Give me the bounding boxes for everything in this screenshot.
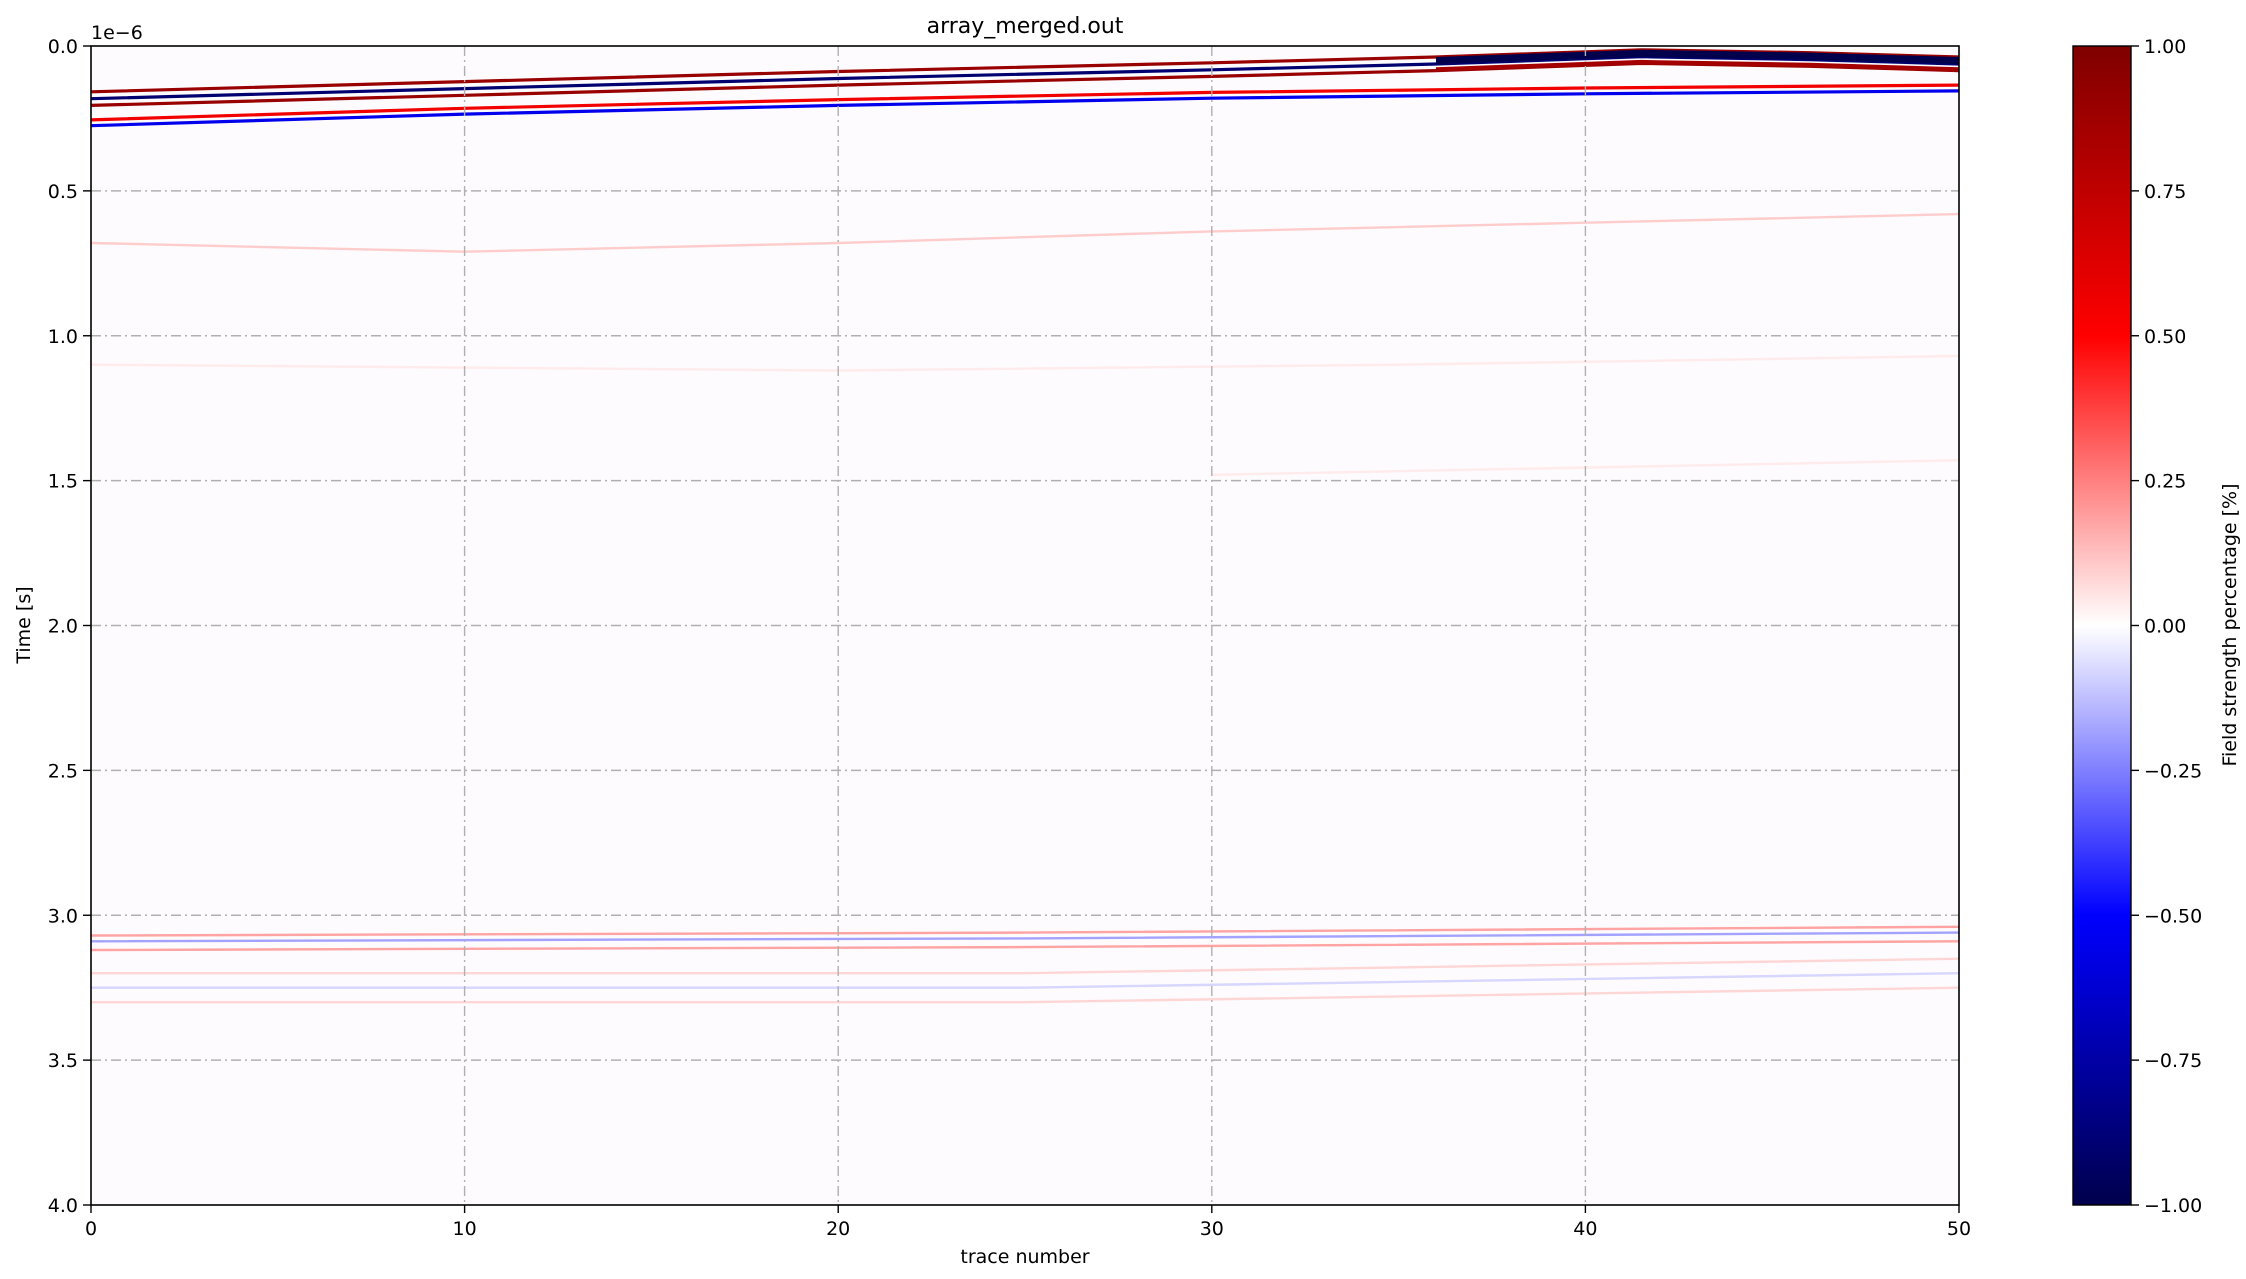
y-tick-label: 4.0 [48, 1195, 78, 1217]
trace-reflector-1 [91, 212, 1959, 253]
y-axis-label: Time [s] [13, 586, 35, 664]
reflection-traces [91, 48, 1959, 1004]
colorbar-ticks: 1.00 0.75 0.50 0.25 0.00 −0.25 −0.50 −0.75 −1.00 [2131, 36, 2202, 1217]
trace-ground-wave [91, 83, 1959, 122]
colorbar-label: Field strength percentage [%] [2219, 483, 2241, 766]
y-axis: 0.0 0.5 1.0 1.5 2.0 2.5 3.0 3.5 4.0 [48, 36, 91, 1217]
y-tick-label: 1.5 [48, 471, 78, 493]
y-tick-label: 2.5 [48, 760, 78, 782]
x-tick-label: 40 [1573, 1218, 1597, 1240]
trace-late-band-top [91, 940, 1959, 952]
x-axis-label: trace number [960, 1246, 1089, 1268]
x-tick-label: 0 [85, 1218, 97, 1240]
trace-late-band-top [91, 931, 1959, 943]
y-tick-label: 1.0 [48, 326, 78, 348]
x-tick-label: 10 [453, 1218, 477, 1240]
colorbar-tick-label: −1.00 [2144, 1195, 2202, 1217]
trace-late-band-bottom [91, 986, 1959, 1004]
grid-lines [91, 46, 1959, 1205]
colorbar-tick-label: −0.75 [2144, 1050, 2202, 1072]
trace-direct-wave-apex [1435, 49, 1959, 64]
y-tick-label: 3.5 [48, 1050, 78, 1072]
colorbar-tick-label: −0.50 [2144, 905, 2202, 927]
y-tick-label: 0.0 [48, 36, 78, 58]
y-tick-label: 2.0 [48, 616, 78, 638]
x-tick-label: 20 [826, 1218, 850, 1240]
trace-ground-wave [91, 89, 1959, 128]
y-tick-label: 0.5 [48, 181, 78, 203]
colorbar-tick-label: 1.00 [2144, 36, 2186, 58]
colorbar-tick-label: 0.25 [2144, 471, 2186, 493]
x-axis: 0 10 20 30 40 50 [85, 1205, 1971, 1240]
y-tick-label: 3.0 [48, 905, 78, 927]
colorbar-tick-label: 0.75 [2144, 181, 2186, 203]
chart-title: array_merged.out [927, 14, 1124, 39]
trace-late-band-bottom [91, 957, 1959, 975]
x-tick-label: 50 [1947, 1218, 1971, 1240]
colorbar-tick-label: 0.00 [2144, 616, 2186, 638]
x-tick-label: 30 [1200, 1218, 1224, 1240]
trace-late-band-bottom [91, 972, 1959, 989]
trace-direct-wave-apex [1435, 59, 1959, 72]
colorbar [2072, 45, 2132, 1206]
y-offset-label: 1e−6 [91, 22, 143, 44]
trace-late-band-top [91, 925, 1959, 937]
colorbar-tick-label: −0.25 [2144, 760, 2202, 782]
colorbar-tick-label: 0.50 [2144, 326, 2186, 348]
